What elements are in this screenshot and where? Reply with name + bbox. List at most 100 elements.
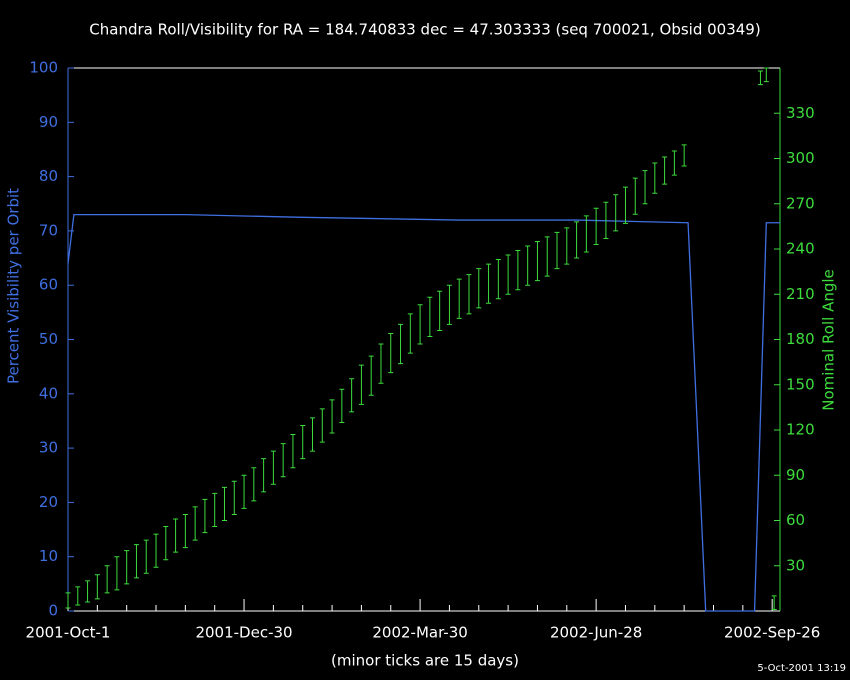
roll-range [652,162,658,194]
roll-range [261,458,267,493]
roll-range [593,207,599,245]
roll-range [221,486,227,521]
y2-tick-label: 150 [786,375,815,393]
roll-range [564,227,570,265]
roll-range [241,474,247,509]
roll-range [681,144,687,167]
roll-range [163,526,169,561]
roll-range [583,215,589,253]
y-tick-label: 80 [39,167,58,185]
roll-range [300,424,306,460]
roll-range [534,240,540,282]
roll-range [280,443,286,478]
y-axis-label: Percent Visibility per Orbit [5,188,23,384]
roll-range [486,263,492,304]
roll-range [671,150,677,176]
roll-range [476,268,482,309]
roll-range [310,417,316,452]
y-tick-label: 20 [39,493,58,511]
roll-range [757,70,763,86]
roll-range [85,580,91,603]
roll-range [771,595,777,610]
roll-range [642,170,648,205]
roll-range [525,245,531,286]
roll-range [554,231,560,270]
roll-range [368,355,374,396]
y-tick-label: 30 [39,439,58,457]
roll-range [251,467,257,502]
roll-range [603,201,609,239]
y2-tick-label: 210 [786,285,815,303]
y2-axis-label: Nominal Roll Angle [820,269,838,411]
y2-tick-label: 90 [786,466,805,484]
y-tick-label: 60 [39,276,58,294]
roll-range [143,539,149,574]
y-tick-label: 0 [48,602,58,620]
roll-range [124,550,130,585]
x-tick-label: 2001-Oct-1 [26,624,111,642]
visibility-line [67,213,780,612]
roll-range [114,556,120,591]
y2-tick-label: 240 [786,240,815,258]
roll-range [613,194,619,232]
roll-range [622,186,628,224]
roll-range [329,399,335,434]
roll-range [437,290,443,331]
roll-range [495,259,501,300]
roll-range [231,480,237,515]
roll-range [398,323,404,365]
roll-range [290,434,296,469]
roll-range [75,586,81,606]
roll-range [763,67,769,83]
y-tick-label: 10 [39,547,58,565]
y-tick-label: 100 [29,59,58,77]
y2-tick-label: 120 [786,421,815,439]
y2-tick-label: 60 [786,511,805,529]
roll-range [94,574,100,600]
roll-range [182,513,188,549]
roll-range [202,498,208,534]
y2-tick-label: 180 [786,330,815,348]
roll-range [407,313,413,354]
x-tick-label: 2002-Mar-30 [372,624,467,642]
roll-range [544,236,550,277]
roll-range [319,408,325,443]
roll-range [456,278,462,319]
roll-range [133,544,139,579]
x-tick-label: 2002-Sep-26 [724,624,820,642]
roll-range [358,364,364,405]
roll-range [427,296,433,337]
roll-range [446,284,452,325]
roll-range [270,450,276,485]
roll-range [378,343,384,384]
roll-range [349,378,355,413]
x-tick-label: 2001-Dec-30 [195,624,292,642]
timestamp: 5-Oct-2001 13:19 [757,663,846,674]
y2-tick-label: 270 [786,194,815,212]
roll-range [65,592,71,609]
chart-title: Chandra Roll/Visibility for RA = 184.740… [89,21,760,39]
roll-range [632,177,638,215]
roll-range [212,492,218,528]
x-tick-label: 2002-Jun-28 [550,624,642,642]
roll-range [173,518,179,553]
roll-range [574,221,580,259]
y-tick-label: 70 [39,221,58,239]
roll-range [505,254,511,295]
x-axis-label: (minor ticks are 15 days) [331,652,519,670]
y-tick-label: 40 [39,384,58,402]
y2-tick-label: 300 [786,149,815,167]
y-tick-label: 50 [39,330,58,348]
roll-range [388,332,394,374]
roll-range [153,533,159,568]
roll-range [192,506,198,541]
roll-range [104,565,110,594]
roll-range [662,156,668,185]
y-tick-label: 90 [39,113,58,131]
roll-range [515,250,521,291]
y2-tick-label: 30 [786,556,805,574]
roll-range [417,304,423,345]
roll-range [466,274,472,315]
y2-tick-label: 330 [786,104,815,122]
roll-range [339,388,345,423]
